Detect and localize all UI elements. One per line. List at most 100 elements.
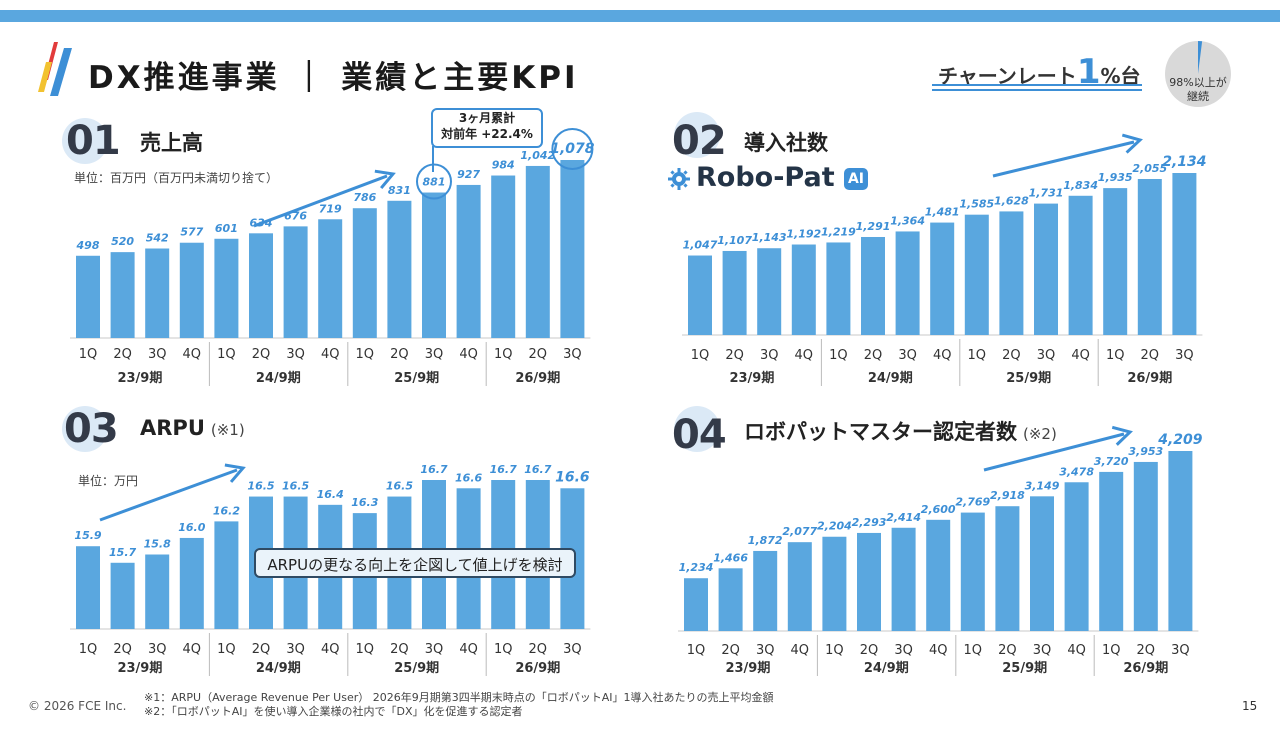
bar [964,214,989,335]
data-label: 881 [423,176,446,189]
churn-value: 1 [1076,52,1101,92]
section-number-bg [674,406,720,452]
x-tick-label: 3Q [898,348,917,363]
trend-arrow [992,140,1135,178]
bar [757,248,782,335]
x-tick-label: 3Q [894,643,913,658]
x-tick-label: 2Q [1141,348,1160,363]
x-tick-label: 1Q [494,642,513,657]
data-label: 16.6 [455,471,482,484]
data-label: 1,143 [752,231,787,244]
bar [688,255,712,335]
x-tick-label: 3Q [1037,348,1056,363]
bar [684,578,708,631]
bar [895,231,920,335]
x-tick-label: 2Q [390,642,409,657]
bar [76,546,100,629]
trend-arrow [99,468,238,522]
group-label: 25/9期 [1002,661,1047,676]
x-tick-label: 1Q [829,348,848,363]
data-label: 1,192 [786,228,821,241]
bar [891,527,916,631]
data-label: 1,364 [890,214,925,227]
sales-growth-callout: 3ヶ月累計 対前年 +22.4% [431,108,543,148]
trend-arrow [253,174,388,228]
x-tick-label: 4Q [1071,348,1090,363]
data-label: 2,918 [990,489,1025,502]
section-number-01: 01 [66,118,121,164]
x-tick-label: 3Q [286,347,305,362]
x-tick-label: 3Q [563,347,582,362]
footnote-1: ※1：ARPU（Average Revenue Per User） 2026年9… [144,691,774,704]
data-label: 1,628 [994,194,1029,207]
x-tick-label: 3Q [148,642,167,657]
bar [145,554,170,629]
group-label: 23/9期 [117,661,162,676]
bar [999,211,1024,335]
copyright: © 2026 FCE Inc. [28,699,127,713]
group-label: 24/9期 [256,661,301,676]
data-label: 1,466 [713,551,748,564]
group-label: 26/9期 [515,661,560,676]
group-label: 26/9期 [1123,661,1168,676]
data-label: 15.8 [144,538,171,551]
x-tick-label: 4Q [459,347,478,362]
bar [1172,173,1197,335]
x-tick-label: 1Q [217,642,236,657]
data-label: 577 [180,226,203,239]
data-label: 1,935 [1098,171,1133,184]
data-label: 2,077 [782,525,817,538]
x-tick-label: 2Q [390,347,409,362]
section-number-bg [62,406,108,452]
section-number-02: 02 [672,118,727,164]
data-label: 16.7 [420,463,447,476]
data-label: 1,234 [679,561,714,574]
bar [787,542,812,631]
bar [249,233,273,338]
data-label: 16.7 [524,463,551,476]
data-label: 927 [457,168,480,181]
data-label: 15.9 [74,529,101,542]
data-label: 2,600 [921,503,956,516]
bar [525,165,550,338]
data-label: 2,414 [886,511,921,524]
churn-underline [932,84,1142,86]
x-tick-label: 2Q [1137,643,1156,658]
x-tick-label: 1Q [964,643,983,658]
x-tick-label: 2Q [721,643,740,658]
retention-pie-label: 98%以上が 継続 [1169,76,1227,103]
x-tick-label: 1Q [691,348,710,363]
footnote-2: ※2：「ロボパットAI」を使い導入企業様の社内で「DX」化を促進する認定者 [144,705,523,718]
bar [560,160,585,338]
x-tick-label: 4Q [929,643,948,658]
group-label: 25/9期 [394,661,439,676]
robopat-ai-badge: AI [844,168,868,190]
bar [753,550,778,631]
x-tick-label: 1Q [356,642,375,657]
bar [1103,188,1128,335]
bar [826,242,851,335]
bar [1064,482,1089,631]
bar [456,184,481,338]
group-label: 26/9期 [515,371,560,386]
x-tick-label: 4Q [321,642,340,657]
data-label: 542 [146,232,169,245]
data-label: 16.2 [213,504,240,517]
group-label: 23/9期 [725,661,770,676]
group-label: 24/9期 [864,661,909,676]
x-tick-label: 1Q [825,643,844,658]
data-label: 2,055 [1132,162,1167,175]
data-label: 2,769 [955,496,990,509]
bar [861,236,885,335]
callout-connector [432,146,434,172]
group-label: 23/9期 [729,371,774,386]
x-tick-label: 2Q [998,643,1017,658]
bar [930,222,955,335]
x-tick-label: 3Q [756,643,775,658]
x-tick-label: 1Q [687,643,706,658]
group-label: 26/9期 [1127,371,1172,386]
x-tick-label: 4Q [321,347,340,362]
x-tick-label: 4Q [1067,643,1086,658]
sales-unit-label: 単位：百万円（百万円未満切り捨て） [74,171,279,185]
bar [179,537,204,629]
